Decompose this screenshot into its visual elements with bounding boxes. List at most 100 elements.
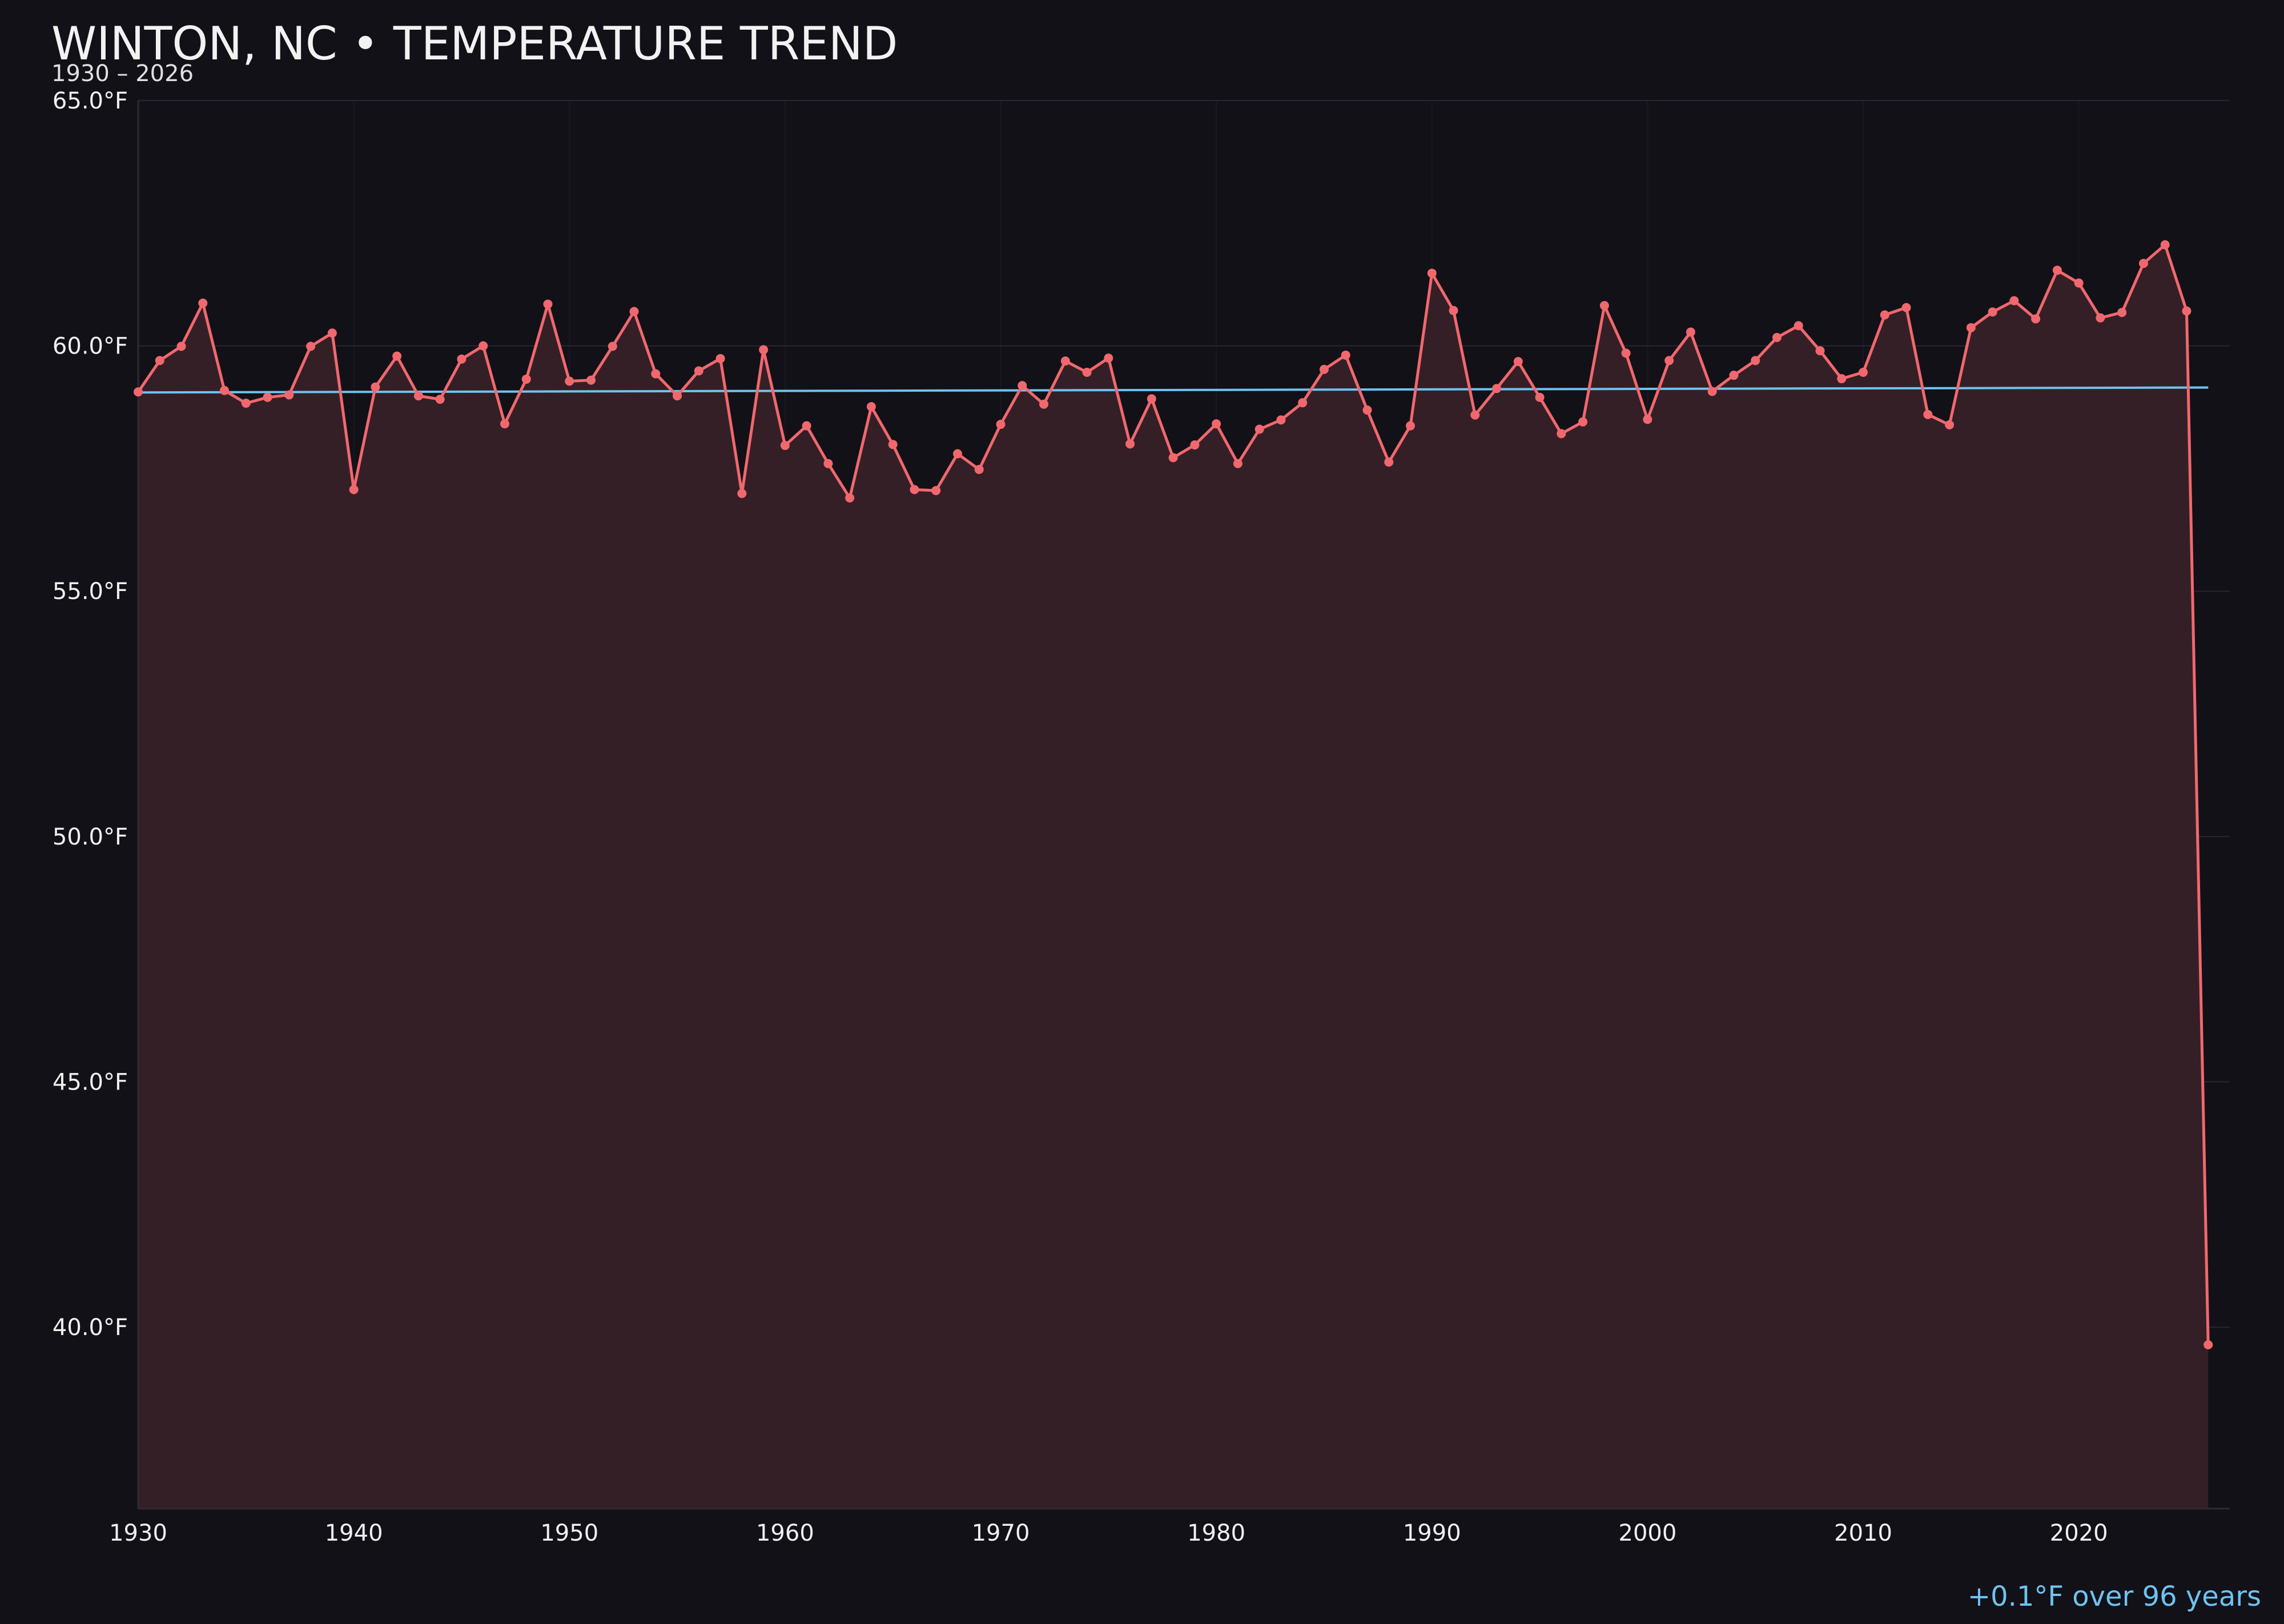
data-point [1319,364,1329,374]
data-point [1815,346,1825,356]
data-point [521,375,531,384]
data-point [371,382,380,392]
temperature-series [134,240,2213,1350]
data-point [134,387,143,397]
data-point [1104,353,1113,363]
axes [137,101,2230,1510]
data-point [1147,394,1156,404]
data-point [1837,374,1847,384]
data-point [155,356,164,365]
data-point [1988,307,1997,317]
data-point [284,390,294,400]
data-point [220,385,230,395]
data-point [1859,368,1868,377]
data-point [1276,415,1286,425]
data-point [1578,417,1588,427]
data-point [1449,305,1458,315]
data-point [866,402,876,412]
data-point [673,391,682,401]
data-point [1794,321,1803,331]
data-point [543,299,553,309]
data-point [1427,268,1437,278]
data-point [1384,457,1394,467]
chart-subtitle: 1930 – 2026 [51,61,194,87]
x-tick-label: 1940 [325,1520,383,1546]
trend-line [138,386,2209,394]
data-point [1513,357,1523,367]
data-point [1599,301,1609,311]
data-point [1880,310,1889,320]
data-point [1060,356,1070,366]
x-axis-ticks: 1930 1940 1950 1960 1970 1980 1990 2000 2010 2020 [109,1520,2108,1546]
trend-summary: +0.1°F over 96 years [1967,1581,2261,1613]
data-point [457,354,467,364]
y-tick-label: 65.0°F [53,88,128,114]
data-point [737,489,747,499]
data-point [1470,410,1480,420]
data-point [478,341,488,351]
x-tick-label: 2000 [1619,1520,1677,1546]
y-tick-label: 60.0°F [53,333,128,360]
data-point [1039,399,1049,409]
data-point [198,298,208,308]
data-point [715,353,725,363]
x-tick-label: 2010 [1834,1520,1892,1546]
x-tick-label: 1960 [756,1520,814,1546]
x-tick-label: 1990 [1403,1520,1461,1546]
data-point [1643,415,1652,424]
data-point [910,485,919,495]
data-point [1406,421,1416,431]
y-tick-label: 40.0°F [53,1315,128,1341]
data-point [2117,308,2127,317]
data-point [1923,409,1933,419]
data-point [1901,303,1911,312]
data-point [651,369,661,379]
data-point [1729,371,1739,380]
data-point [2031,314,2041,324]
data-point [759,345,769,355]
temperature-area [138,244,2209,1509]
data-point [1772,333,1782,343]
data-point [1125,439,1135,449]
x-tick-label: 1980 [1187,1520,1245,1546]
data-point [802,421,811,431]
data-point [327,328,337,338]
data-point [694,366,703,376]
data-point [1254,424,1264,434]
data-point [1298,398,1308,408]
data-point [1018,381,1027,391]
x-tick-label: 1950 [540,1520,598,1546]
y-axis-ticks: 40.0°F 45.0°F 50.0°F 55.0°F 60.0°F 65.0°F [53,88,128,1341]
data-point [780,441,790,451]
data-point [608,341,617,351]
data-point [1168,453,1178,463]
data-point [2074,278,2084,288]
data-point [263,392,272,402]
data-point [1212,419,1221,429]
data-point [1686,327,1695,337]
data-point [2182,306,2191,316]
data-point [629,307,639,316]
data-point [1707,387,1717,396]
x-tick-label: 1970 [972,1520,1030,1546]
data-point [1535,392,1545,402]
data-point [888,440,898,449]
data-point [931,486,941,496]
data-point [413,391,423,401]
data-point [952,449,962,459]
data-point [2052,266,2062,275]
y-tick-label: 55.0°F [53,578,128,605]
data-point [392,351,402,361]
data-point [2009,296,2019,305]
data-point [1190,440,1200,450]
data-point [1362,405,1372,415]
data-point [241,399,251,408]
temperature-area-fill [138,244,2209,1509]
data-point [306,341,316,351]
data-point [1492,384,1502,393]
data-point [500,419,509,429]
data-point [349,485,359,495]
data-point [1341,350,1350,360]
data-point [1945,420,1955,429]
